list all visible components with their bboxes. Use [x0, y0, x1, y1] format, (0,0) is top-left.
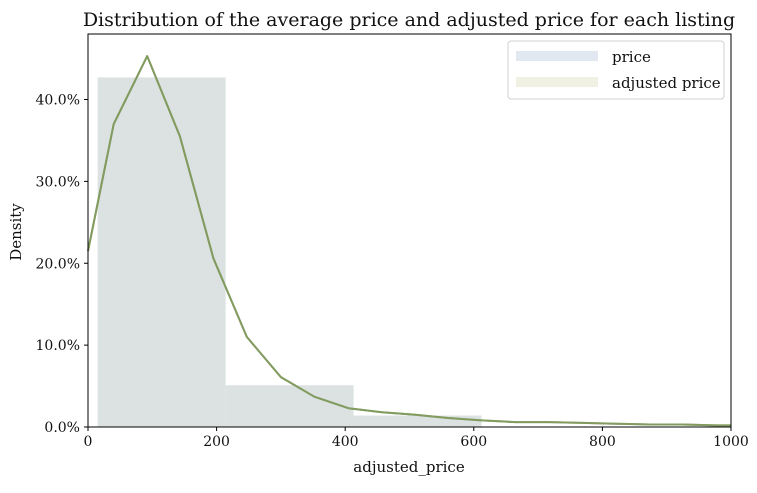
- legend-label-price: price: [612, 48, 651, 66]
- x-tick-label-0: 0: [84, 434, 93, 450]
- legend-label-adjusted-price: adjusted price: [612, 74, 721, 92]
- y-tick-label-1: 10.0%: [36, 338, 80, 354]
- legend: price adjusted price: [507, 40, 725, 100]
- y-tick-label-0: 0.0%: [44, 420, 80, 436]
- x-tick-label-800: 800: [589, 434, 616, 450]
- x-tick-label-200: 200: [203, 434, 230, 450]
- histogram-bar-0: [97, 77, 226, 428]
- y-tick-label-4: 40.0%: [36, 93, 80, 109]
- x-axis-ticks: 0 200 400 600 800 1000: [84, 427, 749, 450]
- legend-swatch-price: [516, 51, 598, 61]
- legend-swatch-adjusted-price: [516, 77, 598, 87]
- histogram-bar-1: [225, 385, 354, 427]
- x-tick-label-400: 400: [332, 434, 359, 450]
- y-axis-ticks: 0.0% 10.0% 20.0% 30.0% 40.0%: [36, 93, 88, 436]
- y-tick-label-3: 30.0%: [36, 174, 80, 190]
- histogram-bars: [97, 77, 482, 428]
- chart-title: Distribution of the average price and ad…: [83, 9, 735, 31]
- x-axis-label: adjusted_price: [353, 458, 465, 476]
- y-axis-label: Density: [7, 203, 25, 261]
- x-tick-label-600: 600: [460, 434, 487, 450]
- x-tick-label-1000: 1000: [713, 434, 749, 450]
- y-tick-label-2: 20.0%: [36, 256, 80, 272]
- plot-frame: [87, 33, 732, 428]
- histogram-bar-2: [353, 415, 482, 427]
- kde-line-adjusted-price: [87, 55, 731, 427]
- kde-lines: [87, 55, 731, 427]
